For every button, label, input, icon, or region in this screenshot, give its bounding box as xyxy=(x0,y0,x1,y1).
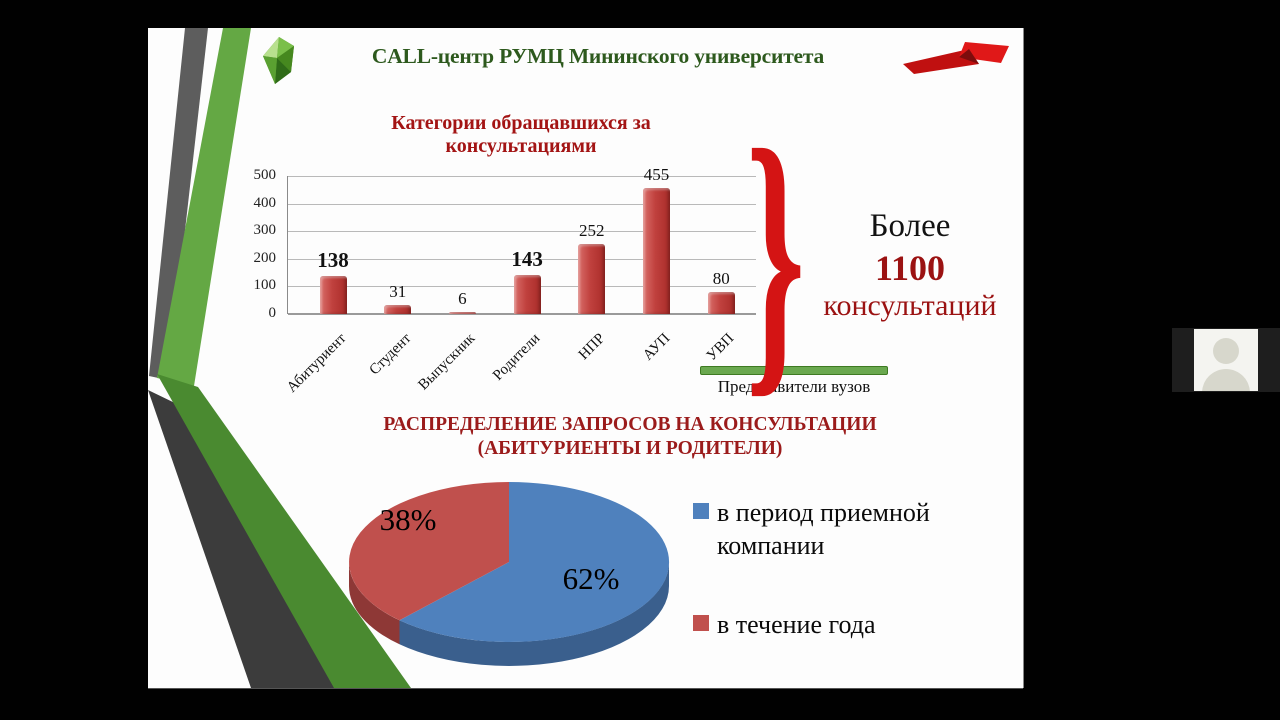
bar-Абитуриент xyxy=(319,275,347,314)
bar-chart-title-line2: консультациями xyxy=(445,135,597,157)
bar-УВП xyxy=(707,291,735,314)
legend-swatch-red xyxy=(693,615,709,631)
pie-slice-blue xyxy=(399,482,670,642)
bar-value-label: 6 xyxy=(458,288,467,308)
pie-side-red xyxy=(349,562,400,645)
annotation-suffix: консультаций xyxy=(823,289,997,322)
brace-icon: } xyxy=(746,89,806,421)
bar-value-label: 80 xyxy=(712,268,730,288)
gridline xyxy=(288,176,756,177)
bar-АУП xyxy=(643,188,670,314)
bar-Родители xyxy=(513,274,541,314)
annotation-prefix: Более xyxy=(869,208,951,244)
avatar-icon xyxy=(1213,338,1239,364)
legend-label-blue: в период приемной компании xyxy=(717,498,930,561)
pie-chart-title-line2: (АБИТУРИЕНТЫ И РОДИТЕЛИ) xyxy=(477,438,783,460)
slide-stripes-decoration xyxy=(148,28,411,688)
annotation-number: 1100 xyxy=(874,248,945,288)
y-axis-tick-label: 500 xyxy=(253,167,277,183)
gridline xyxy=(288,231,756,233)
pie-chart-title-line1: РАСПРЕДЕЛЕНИЕ ЗАПРОСОВ НА КОНСУЛЬТАЦИИ xyxy=(383,414,877,435)
bar-chart-category-axis: Абитуриент Студент Выпускник Родители НПР АУП… xyxy=(284,314,755,424)
bar-Студент xyxy=(384,305,412,314)
bar-chart-title-line1: Категории обращавшихся за xyxy=(391,112,651,134)
pie-chart xyxy=(349,482,670,666)
bar-value-label: 143 xyxy=(511,246,543,271)
pie-percent-label-62: 62% xyxy=(562,561,620,596)
y-axis-tick-label: 300 xyxy=(253,222,277,239)
university-gem-logo-icon xyxy=(263,37,294,84)
avatar-shoulders-icon xyxy=(1202,369,1250,391)
bar-value-label: 31 xyxy=(389,282,407,302)
group-underline-band xyxy=(700,366,888,375)
legend-label-red: в течение года xyxy=(717,610,876,639)
gridline xyxy=(288,258,756,260)
presentation-slide: CALL-центр РУМЦ Мининского университета … xyxy=(148,28,1023,688)
y-axis-tick-label: 400 xyxy=(253,194,277,211)
slide-header-title: CALL-центр РУМЦ Мининского университета xyxy=(371,44,825,68)
bar-НПР xyxy=(578,244,606,314)
bar-value-label: 138 xyxy=(317,247,349,272)
bar-chart-title: Категории обращавшихся за консультациями xyxy=(371,112,671,158)
bar-value-label: 252 xyxy=(579,221,605,241)
bar-chart-y-axis: 0 100 200 300 400 500 xyxy=(232,167,282,326)
pie-slice-red xyxy=(349,482,509,621)
bar-chart-plot: 138 31 6 143 252 455 80 xyxy=(287,165,756,315)
ribbon-logo-icon xyxy=(903,42,1009,74)
gridline xyxy=(288,203,756,205)
bar-Выпускник xyxy=(448,311,476,314)
bar-value-label: 455 xyxy=(643,165,670,185)
x-axis-line xyxy=(288,313,756,315)
legend-item-red: в течение года xyxy=(693,608,977,641)
pie-chart-title: РАСПРЕДЕЛЕНИЕ ЗАПРОСОВ НА КОНСУЛЬТАЦИИ (… xyxy=(370,413,890,462)
legend-swatch-blue xyxy=(693,503,709,519)
y-axis-tick-label: 100 xyxy=(253,277,277,294)
webcam-tile[interactable] xyxy=(1172,328,1280,392)
webcam-placeholder xyxy=(1194,329,1258,391)
y-axis-tick-label: 200 xyxy=(253,249,277,266)
legend-item-blue: в период приемной компании xyxy=(693,496,977,563)
pie-percent-label-38: 38% xyxy=(379,502,437,537)
y-axis-tick-label: 0 xyxy=(268,305,277,321)
group-label: Представители вузов xyxy=(717,377,871,396)
pie-side-blue xyxy=(399,562,669,666)
